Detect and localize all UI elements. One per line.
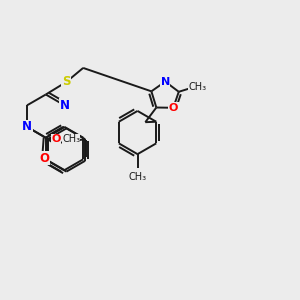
Text: N: N xyxy=(160,76,170,87)
Text: N: N xyxy=(59,99,70,112)
Text: O: O xyxy=(169,103,178,113)
Text: O: O xyxy=(39,152,49,165)
Text: CH₃: CH₃ xyxy=(188,82,207,92)
Text: CH₃: CH₃ xyxy=(62,134,80,144)
Text: CH₃: CH₃ xyxy=(128,172,147,182)
Text: N: N xyxy=(22,120,32,134)
Text: O: O xyxy=(51,134,61,144)
Text: S: S xyxy=(62,76,70,88)
